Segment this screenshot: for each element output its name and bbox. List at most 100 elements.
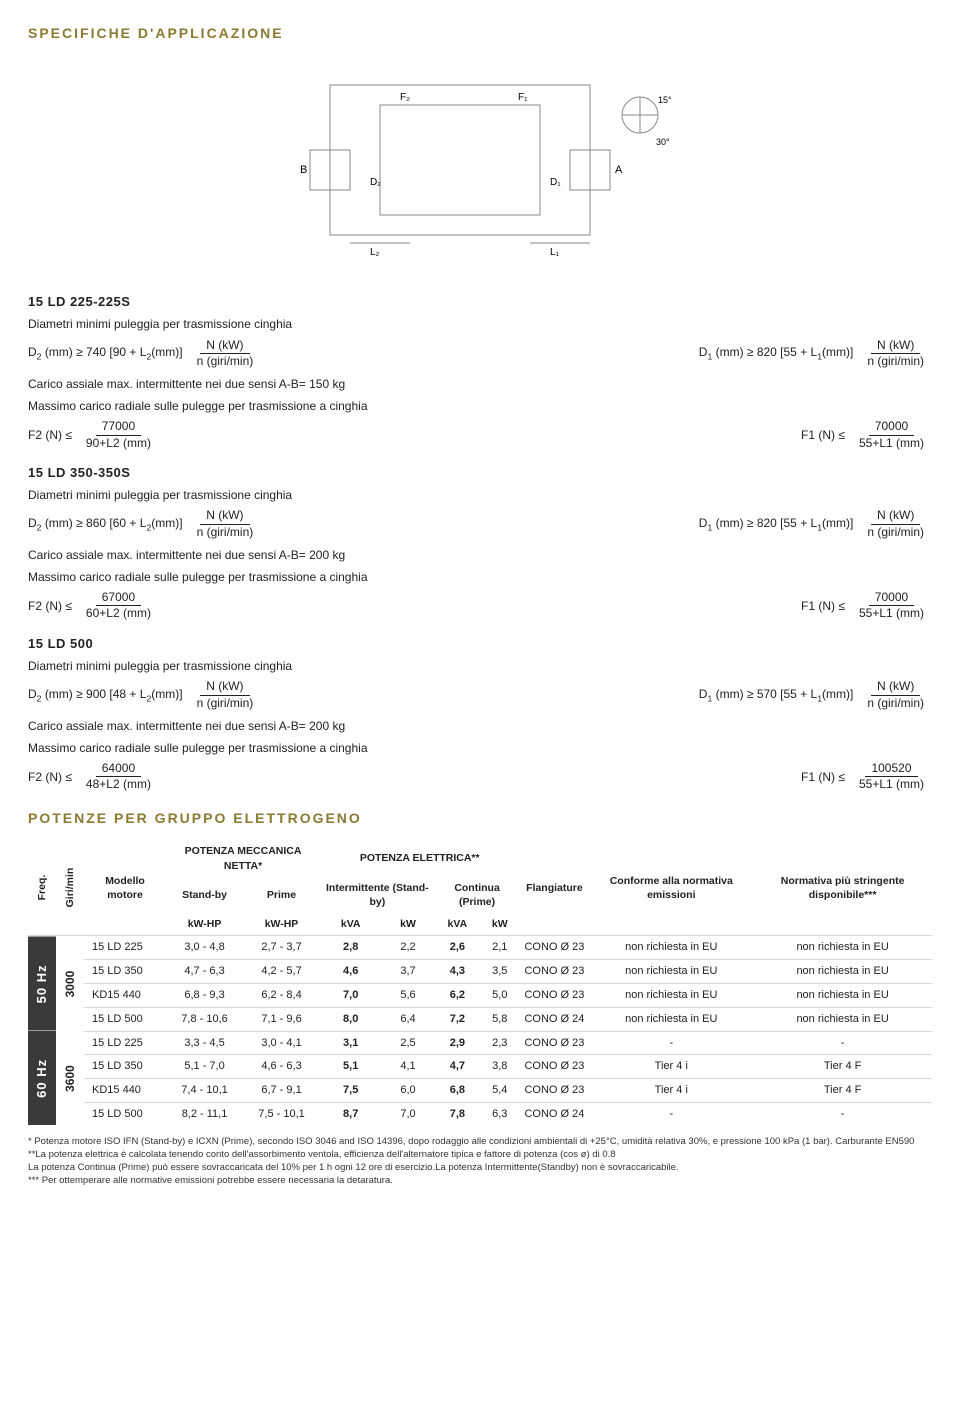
cell-model: 15 LD 350 bbox=[84, 1055, 166, 1079]
cell: 2,6 bbox=[435, 936, 480, 960]
cell-model: 15 LD 500 bbox=[84, 1103, 166, 1126]
cell: CONO Ø 23 bbox=[519, 1031, 589, 1055]
f2-formula: F2 (N) ≤ 6400048+L2 (mm) bbox=[28, 762, 159, 791]
model-name: 15 LD 350-350S bbox=[28, 464, 932, 482]
cell: non richiesta in EU bbox=[753, 936, 932, 960]
cell: 6,4 bbox=[381, 1007, 434, 1031]
svg-text:F₂: F₂ bbox=[400, 92, 410, 103]
freq-cell: 50 Hz bbox=[28, 936, 56, 1031]
footnote-1: * Potenza motore ISO IFN (Stand-by) e IC… bbox=[28, 1136, 932, 1148]
cell: 2,8 bbox=[320, 936, 381, 960]
svg-text:15°: 15° bbox=[658, 95, 672, 105]
axial-load: Carico assiale max. intermittente nei du… bbox=[28, 718, 932, 734]
f1-formula: F1 (N) ≤ 7000055+L1 (mm) bbox=[801, 420, 932, 449]
cell: 4,6 bbox=[320, 960, 381, 984]
col-intermittent: Intermittente (Stand-by) bbox=[320, 877, 435, 913]
col-freq: Freq. bbox=[28, 840, 56, 935]
diameters-heading: Diametri minimi puleggia per trasmission… bbox=[28, 316, 932, 332]
model-name: 15 LD 225-225S bbox=[28, 293, 932, 311]
cell: non richiesta in EU bbox=[589, 1007, 753, 1031]
cell: 3,3 - 4,5 bbox=[166, 1031, 243, 1055]
col-kva: kVA bbox=[435, 913, 480, 936]
table-row: 15 LD 500 8,2 - 11,1 7,5 - 10,1 8,7 7,0 … bbox=[28, 1103, 932, 1126]
cell: 4,7 bbox=[435, 1055, 480, 1079]
table-row: KD15 440 7,4 - 10,1 6,7 - 9,1 7,5 6,0 6,… bbox=[28, 1079, 932, 1103]
cell: non richiesta in EU bbox=[753, 983, 932, 1007]
model-block-350: 15 LD 350-350S Diametri minimi puleggia … bbox=[28, 464, 932, 621]
cell: 6,8 bbox=[435, 1079, 480, 1103]
cell: 8,0 bbox=[320, 1007, 381, 1031]
cell: non richiesta in EU bbox=[753, 960, 932, 984]
cell: 3,8 bbox=[480, 1055, 519, 1079]
col-stringent: Normativa più stringente disponibile*** bbox=[753, 840, 932, 935]
cell: 6,7 - 9,1 bbox=[243, 1079, 320, 1103]
f1-formula: F1 (N) ≤ 10052055+L1 (mm) bbox=[801, 762, 932, 791]
engine-diagram: B A F₂ F₁ D₂ D₁ L₂ L₁ 15° 30° bbox=[270, 55, 690, 275]
svg-text:L₂: L₂ bbox=[370, 247, 380, 258]
diameters-heading: Diametri minimi puleggia per trasmission… bbox=[28, 487, 932, 503]
cell-model: 15 LD 350 bbox=[84, 960, 166, 984]
table-row: 15 LD 500 7,8 - 10,6 7,1 - 9,6 8,0 6,4 7… bbox=[28, 1007, 932, 1031]
radial-load: Massimo carico radiale sulle pulegge per… bbox=[28, 398, 932, 414]
cell: 7,4 - 10,1 bbox=[166, 1079, 243, 1103]
power-section-title: POTENZE PER GRUPPO ELETTROGENO bbox=[28, 809, 932, 828]
cell: CONO Ø 23 bbox=[519, 1079, 589, 1103]
f2-formula: F2 (N) ≤ 6700060+L2 (mm) bbox=[28, 591, 159, 620]
table-row: 50 Hz 3000 15 LD 225 3,0 - 4,8 2,7 - 3,7… bbox=[28, 936, 932, 960]
d1-formula: D1 (mm) ≥ 820 [55 + L1(mm)] N (kW)n (gir… bbox=[699, 339, 932, 368]
cell: 6,3 bbox=[480, 1103, 519, 1126]
cell: Tier 4 i bbox=[589, 1079, 753, 1103]
cell: CONO Ø 23 bbox=[519, 960, 589, 984]
cell: 8,2 - 11,1 bbox=[166, 1103, 243, 1126]
col-mech-group: POTENZA MECCANICA NETTA* bbox=[166, 840, 320, 876]
footnote-4: *** Per ottemperare alle normative emiss… bbox=[28, 1175, 932, 1187]
power-table: Freq. Giri/min Modello motore POTENZA ME… bbox=[28, 840, 932, 1126]
d1-formula: D1 (mm) ≥ 570 [55 + L1(mm)] N (kW)n (gir… bbox=[699, 680, 932, 709]
cell: - bbox=[589, 1031, 753, 1055]
cell: 2,9 bbox=[435, 1031, 480, 1055]
cell: 2,3 bbox=[480, 1031, 519, 1055]
table-header: Freq. Giri/min Modello motore POTENZA ME… bbox=[28, 840, 932, 935]
cell: 7,5 bbox=[320, 1079, 381, 1103]
cell: 7,0 bbox=[381, 1103, 434, 1126]
svg-text:D₂: D₂ bbox=[370, 177, 381, 188]
cell: 6,0 bbox=[381, 1079, 434, 1103]
col-elec-group: POTENZA ELETTRICA** bbox=[320, 840, 519, 876]
col-continuous: Continua (Prime) bbox=[435, 877, 520, 913]
cell-model: 15 LD 500 bbox=[84, 1007, 166, 1031]
svg-text:B: B bbox=[300, 164, 307, 176]
table-row: 60 Hz 3600 15 LD 225 3,3 - 4,5 3,0 - 4,1… bbox=[28, 1031, 932, 1055]
cell: 7,8 - 10,6 bbox=[166, 1007, 243, 1031]
col-model: Modello motore bbox=[84, 840, 166, 935]
cell: 5,0 bbox=[480, 983, 519, 1007]
d1-formula: D1 (mm) ≥ 820 [55 + L1(mm)] N (kW)n (gir… bbox=[699, 509, 932, 538]
axial-load: Carico assiale max. intermittente nei du… bbox=[28, 376, 932, 392]
d2-formula: D2 (mm) ≥ 860 [60 + L2(mm)] N (kW)n (gir… bbox=[28, 509, 261, 538]
cell: 3,1 bbox=[320, 1031, 381, 1055]
cell: 4,7 - 6,3 bbox=[166, 960, 243, 984]
cell: 8,7 bbox=[320, 1103, 381, 1126]
cell: 7,5 - 10,1 bbox=[243, 1103, 320, 1126]
col-standby: Stand-by bbox=[166, 877, 243, 913]
cell: non richiesta in EU bbox=[589, 936, 753, 960]
f2-formula: F2 (N) ≤ 7700090+L2 (mm) bbox=[28, 420, 159, 449]
cell: 3,5 bbox=[480, 960, 519, 984]
diameters-heading: Diametri minimi puleggia per trasmission… bbox=[28, 658, 932, 674]
f1-formula: F1 (N) ≤ 7000055+L1 (mm) bbox=[801, 591, 932, 620]
table-body: 50 Hz 3000 15 LD 225 3,0 - 4,8 2,7 - 3,7… bbox=[28, 936, 932, 1126]
col-flange: Flangiature bbox=[519, 840, 589, 935]
col-unit: kW-HP bbox=[166, 913, 243, 936]
svg-text:A: A bbox=[615, 164, 623, 176]
col-conforme: Conforme alla normativa emissioni bbox=[589, 840, 753, 935]
cell: 3,7 bbox=[381, 960, 434, 984]
cell: 4,3 bbox=[435, 960, 480, 984]
d2-formula: D2 (mm) ≥ 740 [90 + L2(mm)] N (kW)n (gir… bbox=[28, 339, 261, 368]
cell-model: 15 LD 225 bbox=[84, 936, 166, 960]
cell: 2,7 - 3,7 bbox=[243, 936, 320, 960]
model-block-225: 15 LD 225-225S Diametri minimi puleggia … bbox=[28, 293, 932, 450]
cell: 2,1 bbox=[480, 936, 519, 960]
col-rpm: Giri/min bbox=[56, 840, 84, 935]
cell: 5,6 bbox=[381, 983, 434, 1007]
cell: 6,8 - 9,3 bbox=[166, 983, 243, 1007]
cell: Tier 4 F bbox=[753, 1055, 932, 1079]
